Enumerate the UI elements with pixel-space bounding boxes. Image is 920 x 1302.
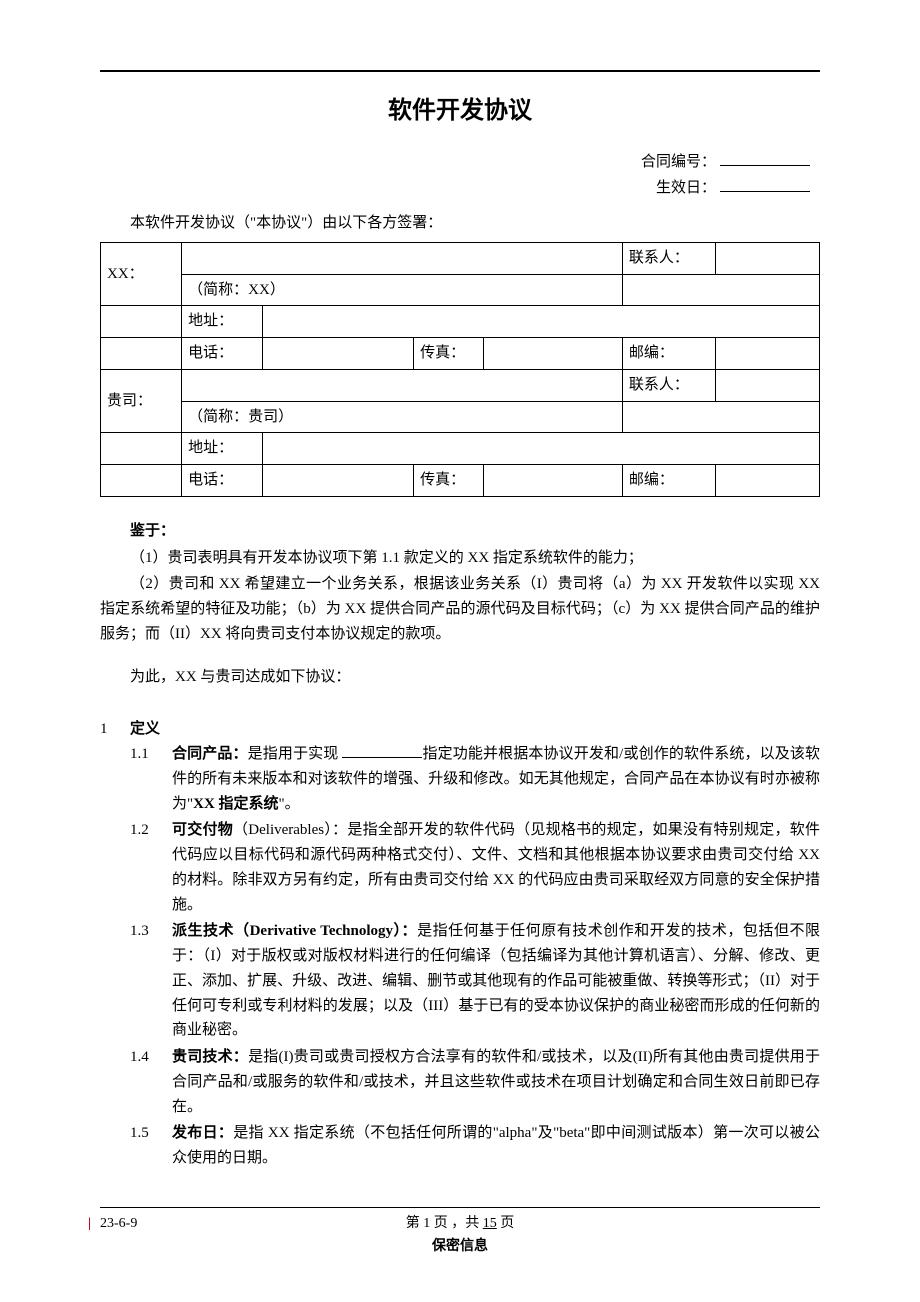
def-1-2-paren: （Deliverables）：	[233, 822, 347, 838]
def-1-2-num: 1.2	[130, 818, 172, 917]
recital-1: （1）贵司表明具有开发本协议项下第 1.1 款定义的 XX 指定系统软件的能力；	[100, 546, 820, 571]
parties-table: XX： 联系人： （简称：XX） 地址： 电话： 传真： 邮编： 贵司： 联系人…	[100, 242, 820, 497]
party-a-contact-cell	[715, 242, 819, 274]
contract-number-line: 合同编号：	[100, 150, 820, 175]
blank	[101, 433, 182, 465]
def-1-4-num: 1.4	[130, 1045, 172, 1119]
blank	[101, 338, 182, 370]
tel-label: 电话：	[182, 338, 263, 370]
def-1-1-a: 是指用于实现	[248, 746, 343, 762]
def-1-2-body: 可交付物（Deliverables）：是指全部开发的软件代码（见规格书的规定，如…	[172, 818, 820, 917]
def-1-1-blank	[342, 743, 422, 758]
footer-date: 23-6-9	[100, 1212, 137, 1235]
party-b-zip-cell	[715, 465, 819, 497]
def-1-3-body: 派生技术（Derivative Technology）：是指任何基于任何原有技术…	[172, 919, 820, 1043]
party-b-fax-cell	[483, 465, 622, 497]
def-1-3-num: 1.3	[130, 919, 172, 1043]
jianyu-heading: 鉴于：	[100, 519, 820, 544]
def-1-4-term: 贵司技术：	[172, 1049, 248, 1065]
zip-label-b: 邮编：	[622, 465, 715, 497]
confidential-label: 保密信息	[100, 1235, 820, 1258]
fax-label: 传真：	[414, 338, 484, 370]
definitions-list: 1.1 合同产品：是指用于实现 指定功能并根据本协议开发和/或创作的软件系统，以…	[100, 742, 820, 1171]
party-a-zip-cell	[715, 338, 819, 370]
def-1-5-term: 发布日：	[172, 1125, 233, 1141]
party-b-contact-cell	[715, 369, 819, 401]
def-1-5-num: 1.5	[130, 1121, 172, 1171]
party-a-name-cell	[182, 242, 623, 274]
footer-pagination: 第 1 页 ，共 15 页	[100, 1212, 820, 1235]
party-a-label: XX：	[101, 242, 182, 306]
party-a-tel-cell	[263, 338, 414, 370]
page-a: 第 1 页 ，共	[406, 1216, 483, 1231]
contact-label-b: 联系人：	[622, 369, 715, 401]
party-a-addr-cell	[263, 306, 820, 338]
therefore-line: 为此，XX 与贵司达成如下协议：	[100, 665, 820, 690]
section-1-num: 1	[100, 717, 130, 742]
effective-label: 生效日：	[656, 180, 716, 196]
tel-label-b: 电话：	[182, 465, 263, 497]
def-1-4: 1.4 贵司技术：是指(I)贵司或贵司授权方合法享有的软件和/或技术，以及(II…	[130, 1045, 820, 1119]
blank	[101, 306, 182, 338]
addr-label-b: 地址：	[182, 433, 263, 465]
def-1-2-term: 可交付物	[172, 822, 233, 838]
contact-label: 联系人：	[622, 242, 715, 274]
def-1-5-text: 是指 XX 指定系统（不包括任何所谓的"alpha"及"beta"即中间测试版本…	[172, 1125, 820, 1166]
fax-label-b: 传真：	[414, 465, 484, 497]
party-a-fax-cell	[483, 338, 622, 370]
contract-no-label: 合同编号：	[641, 154, 716, 170]
section-1-title: 定义	[130, 717, 160, 742]
def-1-3: 1.3 派生技术（Derivative Technology）：是指任何基于任何…	[130, 919, 820, 1043]
blank	[101, 465, 182, 497]
section-1-header: 1 定义	[100, 717, 820, 742]
def-1-5: 1.5 发布日：是指 XX 指定系统（不包括任何所谓的"alpha"及"beta…	[130, 1121, 820, 1171]
def-1-1-body: 合同产品：是指用于实现 指定功能并根据本协议开发和/或创作的软件系统，以及该软件…	[172, 742, 820, 816]
def-1-5-body: 发布日：是指 XX 指定系统（不包括任何所谓的"alpha"及"beta"即中间…	[172, 1121, 820, 1171]
party-b-short: （简称：贵司）	[182, 401, 623, 433]
party-a-blank	[622, 274, 819, 306]
party-b-addr-cell	[263, 433, 820, 465]
revision-mark-icon: |	[88, 1212, 91, 1235]
party-b-label: 贵司：	[101, 369, 182, 433]
def-1-4-text: 是指(I)贵司或贵司授权方合法享有的软件和/或技术，以及(II)所有其他由贵司提…	[172, 1049, 820, 1115]
def-1-1-d: "。	[279, 796, 300, 812]
def-1-1: 1.1 合同产品：是指用于实现 指定功能并根据本协议开发和/或创作的软件系统，以…	[130, 742, 820, 816]
zip-label: 邮编：	[622, 338, 715, 370]
def-1-1-c: XX 指定系统	[193, 796, 278, 812]
document-title: 软件开发协议	[100, 92, 820, 132]
party-b-blank	[622, 401, 819, 433]
def-1-4-body: 贵司技术：是指(I)贵司或贵司授权方合法享有的软件和/或技术，以及(II)所有其…	[172, 1045, 820, 1119]
def-1-3-term: 派生技术（Derivative Technology）：	[172, 923, 417, 939]
party-a-short: （简称：XX）	[182, 274, 623, 306]
recital-2: （2）贵司和 XX 希望建立一个业务关系，根据该业务关系（I）贵司将（a）为 X…	[100, 572, 820, 646]
def-1-2: 1.2 可交付物（Deliverables）：是指全部开发的软件代码（见规格书的…	[130, 818, 820, 917]
intro-line: 本软件开发协议（"本协议"）由以下各方签署：	[100, 211, 820, 236]
def-1-3-text: 是指任何基于任何原有技术创作和开发的技术，包括但不限于：（I）对于版权或对版权材…	[172, 923, 820, 1038]
def-1-1-num: 1.1	[130, 742, 172, 816]
party-b-tel-cell	[263, 465, 414, 497]
top-rule	[100, 70, 820, 72]
addr-label: 地址：	[182, 306, 263, 338]
def-1-1-term: 合同产品：	[172, 746, 248, 762]
effective-blank	[720, 177, 810, 192]
page-b: 页	[497, 1216, 515, 1231]
contract-no-blank	[720, 151, 810, 166]
party-b-name-cell	[182, 369, 623, 401]
page-total: 15	[483, 1216, 497, 1231]
effective-date-line: 生效日：	[100, 176, 820, 201]
page-footer: | 23-6-9 第 1 页 ，共 15 页 保密信息	[100, 1207, 820, 1258]
